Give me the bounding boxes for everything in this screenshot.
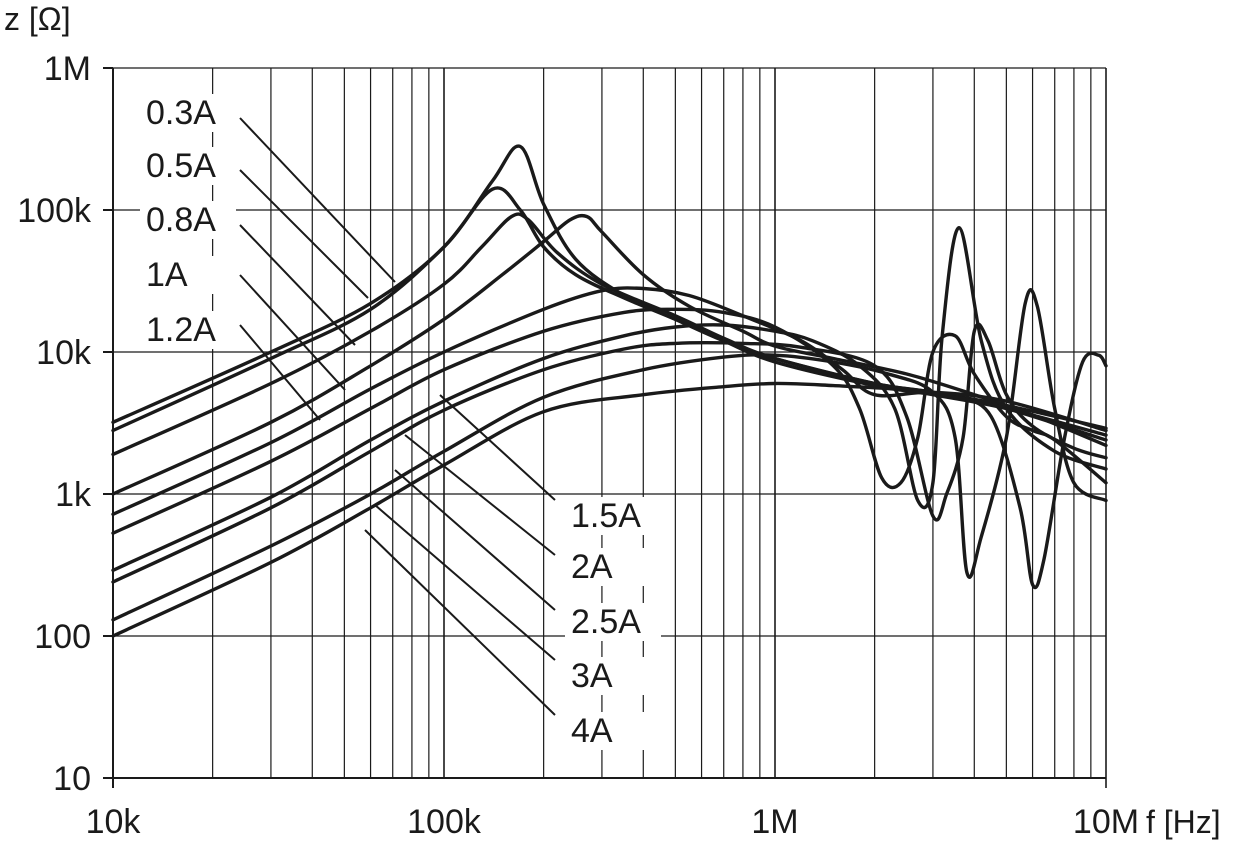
series-label-bg <box>565 657 661 695</box>
series-label-bg <box>140 94 236 132</box>
series-label: 0.8A <box>146 201 216 239</box>
y-tick-label: 1k <box>55 476 92 514</box>
y-tick-label: 100 <box>34 618 91 656</box>
series-line-2A <box>111 225 1108 572</box>
series-label: 1A <box>146 256 188 294</box>
leader-line <box>239 324 321 421</box>
leader-line <box>239 169 369 299</box>
series-label: 0.5A <box>146 147 216 185</box>
leader-line <box>439 394 556 501</box>
x-axis-title: f [Hz] <box>1146 804 1221 840</box>
y-tick-label: 1M <box>44 50 91 88</box>
y-tick-label: 10k <box>36 334 92 372</box>
series-line-1_2A <box>111 286 1108 516</box>
series-line-2_5A <box>111 322 1108 584</box>
x-tick-label: 100k <box>407 803 482 841</box>
x-tick-label: 10M <box>1073 803 1139 841</box>
tick-labels: 10k 100k 1M 10M 10 100 1k 10k 100k 1M <box>17 50 1139 841</box>
series-label-bg <box>140 147 236 185</box>
series-label-bg <box>565 497 661 535</box>
y-tick-label: 10 <box>53 760 91 798</box>
series-label-bg <box>140 311 236 349</box>
leader-line <box>364 529 556 716</box>
leader-line <box>239 117 396 283</box>
leader-line <box>374 504 556 661</box>
leader-lines <box>239 117 556 716</box>
y-axis-title: z [Ω] <box>4 1 71 37</box>
series-line-4A <box>111 351 1108 638</box>
series-label-bg <box>140 201 236 239</box>
x-tick-label: 10k <box>86 803 142 841</box>
series-lines <box>111 144 1108 638</box>
series-line-1_5A <box>111 307 1108 535</box>
series-label: 1.5A <box>571 497 641 535</box>
y-tick-label: 100k <box>17 192 92 230</box>
series-label: 4A <box>571 712 613 750</box>
leader-line <box>239 274 346 391</box>
series-label: 1.2A <box>146 311 216 349</box>
series-line-0_8A <box>111 212 1108 457</box>
leader-line <box>239 224 356 346</box>
series-label: 0.3A <box>146 94 216 132</box>
leader-line <box>394 469 556 611</box>
series-label-bg <box>565 548 661 586</box>
series-line-1A <box>111 213 1108 496</box>
series-label: 3A <box>571 657 613 695</box>
series-label: 2A <box>571 548 613 586</box>
series-line-3A <box>111 288 1108 622</box>
series-label-bg <box>140 256 236 294</box>
series-labels: 0.3A 0.5A 0.8A 1A 1.2A 1.5A 2A 2.5A 3A 4A <box>140 94 661 750</box>
x-tick-label: 1M <box>751 803 798 841</box>
series-label: 2.5A <box>571 603 641 641</box>
leader-line <box>404 434 556 556</box>
series-label-bg <box>565 712 661 750</box>
series-label-bg <box>565 603 661 641</box>
